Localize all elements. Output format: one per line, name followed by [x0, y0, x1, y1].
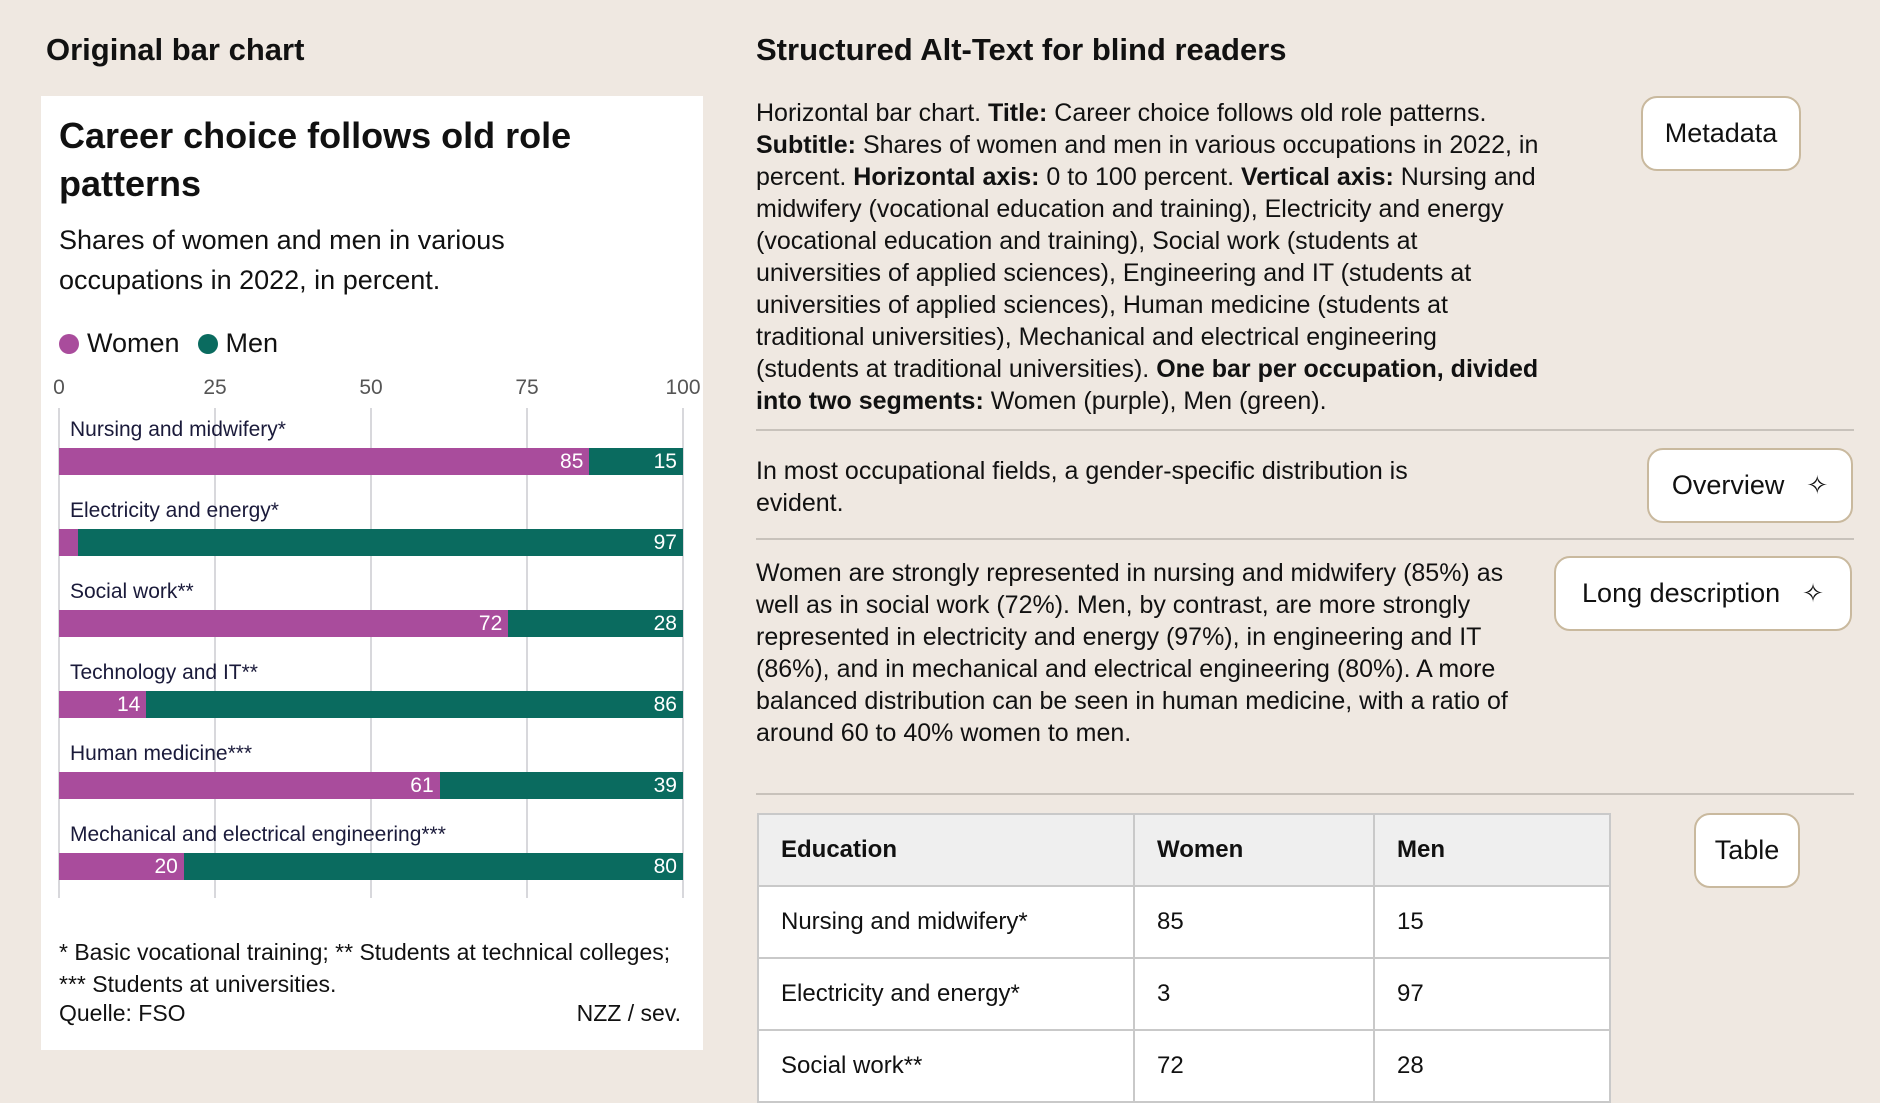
table-button[interactable]: Table [1694, 813, 1800, 888]
table-cell: 28 [1373, 1029, 1611, 1103]
legend-label: Men [225, 328, 279, 358]
bar-women: 61 [59, 772, 440, 799]
men-swatch [197, 333, 218, 354]
x-tick-label: 100 [665, 376, 701, 399]
overview-button[interactable]: Overview ✧ [1647, 448, 1853, 523]
bold-label: Subtitle: [756, 131, 856, 159]
bar-women: 20 [59, 853, 184, 880]
text-segment: Women (purple), Men (green). [983, 387, 1327, 415]
divider [756, 538, 1854, 540]
bold-label: One bar per occupation, divided into two… [756, 355, 1539, 415]
gridline [214, 408, 216, 898]
table-cell: 3 [1133, 957, 1375, 1031]
gridline [370, 408, 372, 898]
table-cell: Nursing and midwifery* [757, 885, 1135, 959]
bar-women: 72 [59, 610, 509, 637]
right-heading: Structured Alt-Text for blind readers [756, 32, 1287, 67]
bold-label: Title: [988, 99, 1048, 127]
bar-men: 39 [439, 772, 683, 799]
alt-text-description: Horizontal bar chart. Title: Career choi… [756, 97, 1546, 417]
table-cell: 97 [1373, 957, 1611, 1031]
category-label: Technology and IT** [70, 661, 258, 684]
bar-women: 85 [59, 448, 590, 475]
text-segment: Career choice follows old role patterns. [1047, 99, 1487, 127]
legend: Women Men [59, 328, 278, 359]
gridline [526, 408, 528, 898]
text-segment: 0 to 100 percent. [1039, 163, 1241, 191]
chart-title: Career choice follows old role patterns [59, 115, 572, 204]
legend-men: Men [197, 328, 279, 359]
legend-label: Women [87, 328, 180, 358]
table-cell: 72 [1133, 1029, 1375, 1103]
bar-women [59, 529, 78, 556]
bar-men: 86 [146, 691, 683, 718]
x-tick-label: 75 [515, 376, 539, 399]
button-label: Table [1714, 835, 1780, 865]
x-tick-label: 25 [203, 376, 227, 399]
button-label: Metadata [1664, 118, 1778, 148]
bold-label: Horizontal axis: [853, 163, 1040, 191]
divider [756, 429, 1854, 431]
button-label: Overview [1671, 470, 1785, 500]
text-segment: Nursing and midwifery (vocational educat… [756, 163, 1536, 383]
table-row: Social work** 72 28 [757, 1029, 1611, 1103]
bar-men: 28 [508, 610, 683, 637]
footnote: * Basic vocational training; ** Students… [59, 939, 671, 997]
table-row: Nursing and midwifery* 85 15 [757, 885, 1611, 959]
x-tick-label: 0 [53, 376, 65, 399]
long-description-text: Women are strongly represented in nursin… [756, 559, 1508, 747]
chart-card: Career choice follows old role patterns … [41, 96, 703, 1050]
bar-men: 97 [77, 529, 683, 556]
column-header: Men [1373, 813, 1611, 887]
metadata-button[interactable]: Metadata [1641, 96, 1801, 171]
data-table: Education Women Men Nursing and midwifer… [757, 813, 1611, 1103]
source: Quelle: FSO [59, 1000, 186, 1026]
overview-text: In most occupational fields, a gender-sp… [756, 457, 1408, 517]
column-header: Education [757, 813, 1135, 887]
text-segment: Shares of women and men in various occup… [756, 131, 1539, 191]
gridline [58, 408, 60, 898]
category-label: Electricity and energy* [70, 499, 279, 522]
column-header: Women [1133, 813, 1375, 887]
category-label: Mechanical and electrical engineering*** [70, 823, 446, 846]
chart-subtitle: Shares of women and men in various occup… [59, 225, 505, 295]
plot-area: 0 25 50 75 100 Nursing and midwifery* 85 15 Elec… [53, 376, 701, 906]
text-segment: Horizontal bar chart. [756, 99, 989, 127]
bold-label: Vertical axis: [1240, 163, 1394, 191]
table-cell: Social work** [757, 1029, 1135, 1103]
credit: NZZ / sev. [576, 1000, 681, 1026]
women-swatch [59, 333, 79, 354]
button-label: Long description [1582, 578, 1781, 608]
gridline [682, 408, 684, 898]
divider [756, 793, 1854, 795]
left-heading: Original bar chart [46, 32, 305, 67]
table-cell: 85 [1133, 885, 1375, 959]
sparkle-icon: ✧ [1802, 578, 1824, 608]
long-description-button[interactable]: Long description ✧ [1554, 556, 1852, 631]
legend-women: Women [59, 328, 180, 359]
bar-women: 14 [59, 691, 147, 718]
x-tick-label: 50 [359, 376, 383, 399]
bar-men: 15 [589, 448, 683, 475]
bar-men: 80 [183, 853, 683, 880]
sparkle-icon: ✧ [1806, 470, 1829, 500]
category-label: Human medicine*** [70, 742, 253, 765]
category-label: Nursing and midwifery* [70, 418, 286, 441]
table-cell: 15 [1373, 885, 1611, 959]
table-cell: Electricity and energy* [757, 957, 1135, 1031]
table-row: Electricity and energy* 3 97 [757, 957, 1611, 1031]
category-label: Social work** [70, 580, 194, 603]
